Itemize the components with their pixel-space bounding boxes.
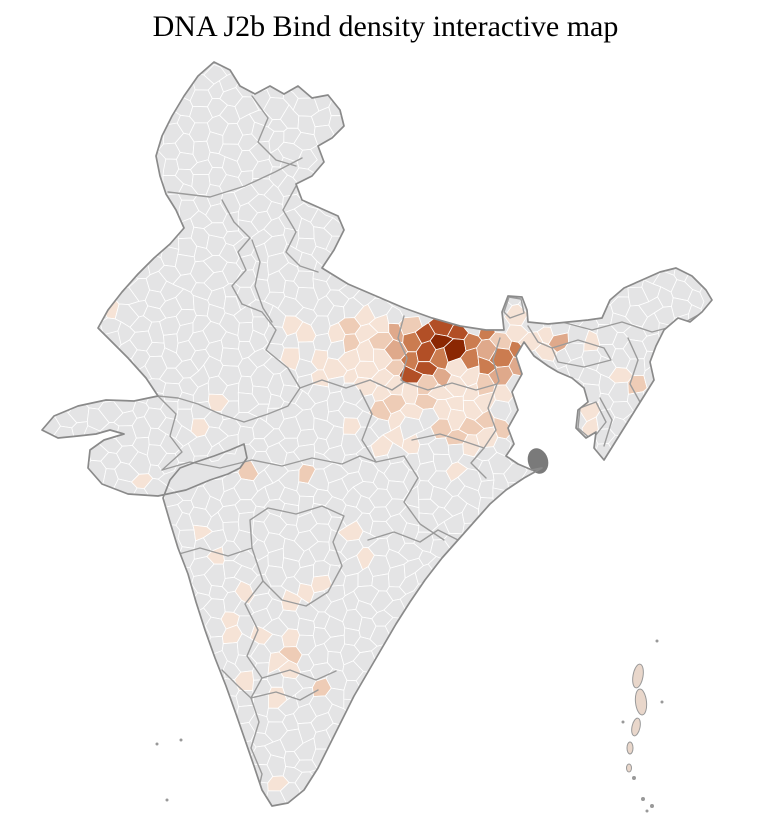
state-border [627, 337, 641, 403]
state-border [551, 339, 612, 368]
state-border [282, 185, 319, 273]
island[interactable] [626, 763, 632, 773]
state-border [244, 580, 264, 699]
state-border [167, 157, 303, 198]
andaman-nicobar-islands [621, 639, 664, 813]
islet [165, 798, 169, 802]
state-border [250, 689, 319, 701]
district[interactable] [593, 443, 615, 466]
district[interactable] [297, 617, 316, 636]
lakshadweep-islands [155, 738, 183, 802]
india-outline [41, 61, 713, 807]
island[interactable] [630, 717, 642, 737]
district[interactable] [237, 375, 254, 395]
state-border [375, 455, 445, 541]
island[interactable] [631, 663, 645, 689]
state-border [231, 237, 251, 305]
state-border [527, 325, 553, 349]
island[interactable] [634, 688, 648, 716]
islet [155, 742, 159, 746]
state-border [599, 397, 613, 447]
islet [641, 797, 645, 801]
state-border [261, 669, 337, 681]
islet [179, 738, 183, 742]
state-border [161, 455, 377, 471]
river-delta-region [527, 448, 549, 474]
state-border [175, 597, 189, 613]
islet [650, 804, 654, 808]
state-border [503, 296, 525, 319]
state-border [411, 433, 485, 449]
state-border [577, 401, 607, 441]
state-border [157, 395, 183, 471]
state-border [397, 315, 408, 383]
district[interactable] [127, 260, 151, 280]
state-border [171, 547, 253, 557]
state-border [251, 239, 273, 323]
island[interactable] [626, 741, 634, 755]
islet [660, 700, 664, 704]
district[interactable] [477, 479, 495, 499]
districts-layer [42, 64, 706, 806]
islet [645, 809, 649, 813]
state-border [299, 379, 405, 391]
state-border [367, 529, 459, 543]
state-border [221, 199, 251, 239]
state-border [359, 389, 377, 463]
state-border [249, 505, 345, 607]
islet [621, 720, 625, 724]
state-border [221, 669, 252, 699]
state-border [250, 697, 263, 797]
state-border [251, 95, 297, 167]
islet [655, 639, 659, 643]
state-border [157, 303, 301, 423]
state-border [470, 337, 501, 479]
state-border [403, 381, 498, 391]
islet [632, 776, 636, 780]
